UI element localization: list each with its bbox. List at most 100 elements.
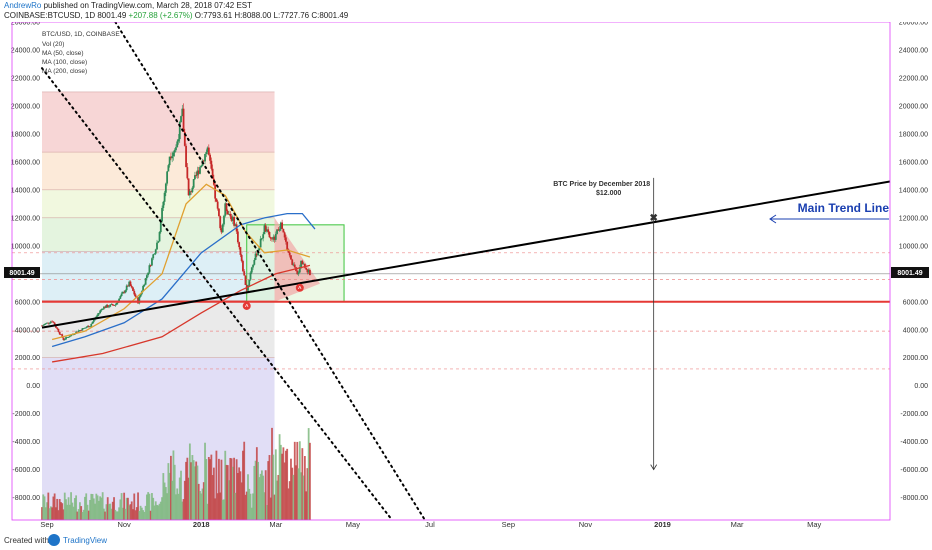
volume-bar (238, 467, 241, 520)
candle-body (109, 304, 112, 307)
candle-body (225, 203, 228, 212)
volume-bar (47, 492, 50, 520)
candle-body (276, 229, 278, 234)
volume-bar (262, 475, 265, 520)
volume-bar (250, 507, 253, 520)
candle-body (90, 323, 93, 327)
author-link[interactable]: AndrewRo (4, 1, 42, 10)
candle-body (79, 330, 81, 331)
volume-bar (168, 472, 171, 520)
volume-bar (130, 501, 133, 520)
candle-body (108, 306, 110, 308)
downtrend-line (41, 67, 394, 521)
volume-bar (281, 453, 284, 520)
volume-bar (104, 511, 107, 520)
volume-bar (62, 509, 65, 520)
candle-body (99, 310, 102, 314)
volume-bar (266, 505, 268, 520)
candle-body (52, 321, 55, 323)
volume-bar (228, 480, 230, 520)
volume-bar (188, 443, 191, 520)
main-trend-line (41, 180, 891, 329)
volume-bar (129, 504, 132, 520)
tradingview-brand[interactable]: TradingView (63, 536, 108, 545)
volume-bar (309, 442, 311, 520)
candle-body (223, 215, 225, 225)
candle-body (115, 302, 118, 305)
candle-body (199, 167, 201, 174)
volume-bar (55, 507, 57, 520)
candle-body (252, 264, 254, 268)
candle-body (283, 232, 286, 238)
volume-bar (162, 473, 165, 520)
candle-body (134, 294, 137, 297)
volume-bar (144, 505, 147, 520)
volume-bar (143, 511, 146, 520)
volume-bar (67, 497, 70, 520)
candle-body (176, 141, 179, 148)
candle-body (121, 291, 124, 294)
candle-body (57, 328, 60, 332)
volume-bar (151, 493, 153, 520)
y-tick-label: 18000.00 (11, 131, 40, 138)
volume-bar (176, 488, 179, 520)
candle-body (46, 322, 48, 324)
candle-body (239, 247, 242, 255)
candle-body (202, 160, 205, 162)
volume-bar (214, 498, 217, 520)
candle-body (161, 207, 163, 222)
candle-body (271, 238, 273, 240)
volume-bar (279, 444, 282, 520)
candle-body (293, 264, 296, 268)
volume-bar (147, 492, 150, 520)
fib-zones (42, 91, 345, 520)
volume-bar (153, 505, 156, 520)
candle-body (61, 334, 64, 338)
volume-bar (158, 503, 161, 520)
candle-body (228, 213, 230, 215)
y-tick-label: -8000.00 (12, 495, 40, 502)
y-tick-label: 0.00 (26, 383, 40, 390)
volume-bar (206, 503, 209, 520)
volume-bar (296, 441, 299, 520)
candle-body (262, 234, 265, 239)
candle-body (259, 238, 262, 248)
y-tick-label: 12000.00 (11, 215, 40, 222)
volume-bar (113, 497, 115, 520)
volume-bar (66, 504, 69, 520)
volume-bar (235, 459, 238, 520)
candle-body (210, 160, 213, 169)
volume-bar (60, 502, 62, 520)
volume-bar (105, 504, 108, 520)
volume-bar (276, 480, 278, 520)
ma200-line (52, 264, 311, 363)
volume-bar (140, 507, 143, 520)
volume-bar (76, 511, 79, 520)
candle-body (86, 326, 89, 328)
legend-ma100: MA (100, close) (42, 59, 87, 66)
volume-bar (219, 492, 222, 520)
y-tick-label: 10000.00 (11, 243, 40, 250)
header-bar: AndrewRo published on TradingView.com, M… (0, 0, 932, 22)
candle-body (87, 326, 90, 328)
volume-bar (191, 455, 194, 520)
candle-body (129, 281, 132, 286)
candle-body (51, 321, 54, 323)
candle-body (258, 247, 261, 251)
fib-zone (42, 189, 275, 218)
volume-bar (207, 456, 210, 520)
candle-body (234, 224, 237, 226)
event-marker (242, 301, 251, 310)
candle-body (220, 228, 223, 233)
tradingview-logo-icon[interactable] (48, 534, 60, 546)
candle-body (68, 336, 71, 338)
candle-body (42, 325, 45, 326)
candle-body (173, 150, 176, 153)
candle-body (282, 228, 285, 233)
volume-bar (48, 508, 51, 520)
candle-body (231, 217, 234, 221)
candle-body (207, 147, 210, 155)
candle-body (209, 154, 211, 161)
y-tick-label: 6000.00 (15, 299, 40, 306)
